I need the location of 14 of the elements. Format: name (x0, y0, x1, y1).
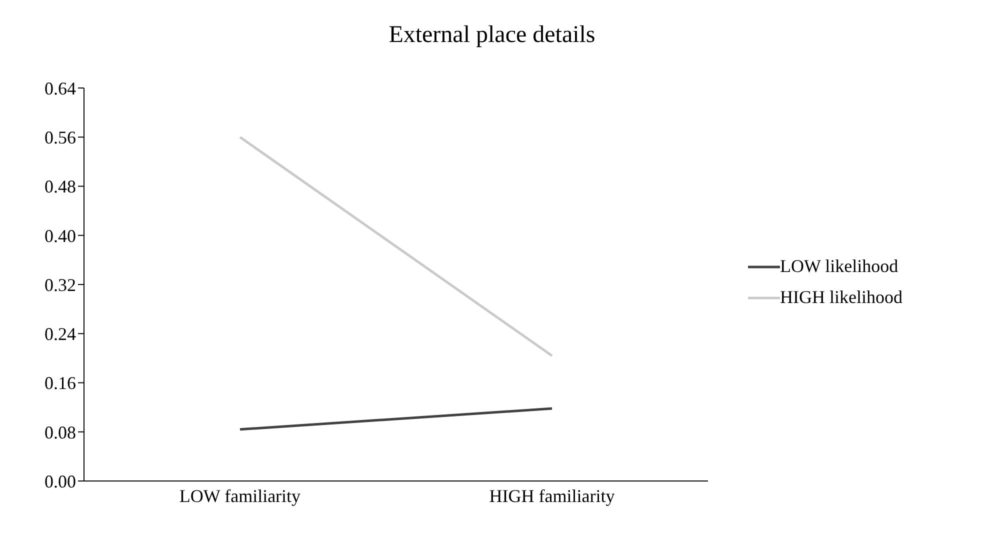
x-tick-label: LOW familiarity (179, 486, 301, 506)
legend-label: LOW likelihood (780, 256, 898, 277)
legend-label: HIGH likelihood (780, 287, 902, 308)
y-tick-label: 0.32 (44, 274, 76, 295)
y-tick-label: 0.08 (44, 422, 76, 442)
y-tick-label: 0.56 (44, 128, 76, 148)
y-tick-label: 0.00 (44, 471, 76, 492)
y-tick-label: 0.24 (44, 324, 76, 344)
y-tick-label: 0.48 (44, 176, 76, 197)
y-tick-label: 0.40 (44, 226, 76, 246)
chart-title: External place details (388, 22, 596, 49)
y-tick-label: 0.16 (44, 373, 76, 394)
x-tick-label: HIGH familiarity (489, 486, 615, 506)
y-tick-label: 0.64 (44, 78, 76, 98)
